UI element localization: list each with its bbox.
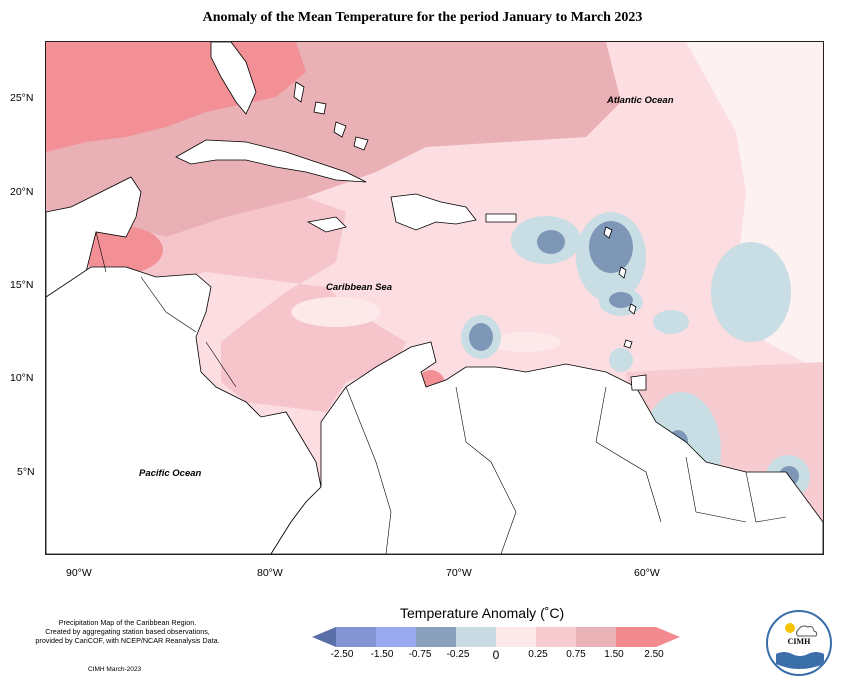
legend-swatch-2 bbox=[376, 627, 416, 647]
map-panel: Atlantic Ocean Caribbean Sea Pacific Oce… bbox=[45, 41, 824, 555]
anomaly-map bbox=[46, 42, 823, 554]
lat-tick-10: 10°N bbox=[10, 372, 34, 384]
legend-tick-5: 0 bbox=[492, 648, 500, 662]
legend-swatch-3 bbox=[416, 627, 456, 647]
legend-swatch-8 bbox=[616, 627, 656, 647]
anomaly-field-caribbean-light-2 bbox=[491, 332, 561, 352]
lon-tick-60: 60°W bbox=[634, 567, 660, 579]
lon-tick-70: 70°W bbox=[446, 567, 472, 579]
legend-tick-9: 2.50 bbox=[644, 649, 664, 660]
pacific-ocean-label: Pacific Ocean bbox=[139, 468, 202, 479]
legend-arrow-right bbox=[656, 627, 680, 647]
legend-tick-3: -0.75 bbox=[408, 649, 432, 660]
legend-title: Temperature Anomaly (˚C) bbox=[400, 605, 565, 621]
lat-tick-5: 5°N bbox=[17, 466, 35, 478]
legend-swatch-4 bbox=[456, 627, 496, 647]
legend-color-bar bbox=[312, 627, 680, 647]
legend-tick-7: 0.75 bbox=[566, 649, 586, 660]
caribbean-sea-label: Caribbean Sea bbox=[326, 282, 392, 293]
legend-swatch-5 bbox=[496, 627, 536, 647]
map-title: Anomaly of the Mean Temperature for the … bbox=[202, 10, 643, 25]
anomaly-field-caribbean-light bbox=[291, 297, 381, 327]
legend-tick-1: -2.50 bbox=[330, 649, 354, 660]
logo-text: CIMH bbox=[787, 637, 811, 646]
lon-tick-90: 90°W bbox=[66, 567, 92, 579]
lat-tick-15: 15°N bbox=[10, 279, 34, 291]
atlantic-ocean-label: Atlantic Ocean bbox=[607, 95, 674, 106]
cimh-logo: CIMH bbox=[766, 610, 832, 676]
logo-emblem-icon bbox=[776, 623, 824, 669]
footnote: Precipitation Map of the Caribbean Regio… bbox=[5, 618, 250, 645]
country-borders bbox=[95, 231, 787, 554]
footnote-line-2: Created by aggregating station based obs… bbox=[45, 627, 210, 636]
legend-swatch-6 bbox=[536, 627, 576, 647]
lat-tick-25: 25°N bbox=[10, 92, 34, 104]
footnote-line-1: Precipitation Map of the Caribbean Regio… bbox=[58, 618, 197, 627]
lat-tick-20: 20°N bbox=[10, 186, 34, 198]
anomaly-field-belize-hot bbox=[79, 226, 163, 274]
legend-tick-6: 0.25 bbox=[528, 649, 548, 660]
legend-swatch-1 bbox=[336, 627, 376, 647]
footnote-line-3: provided by CariCOF, with NCEP/NCAR Rean… bbox=[35, 636, 220, 645]
credit: CIMH March-2023 bbox=[88, 666, 142, 673]
lon-tick-80: 80°W bbox=[257, 567, 283, 579]
legend-tick-8: 1.50 bbox=[604, 649, 624, 660]
land-outlines bbox=[46, 42, 823, 554]
legend-tick-4: -0.25 bbox=[446, 649, 470, 660]
legend-arrow-left bbox=[312, 627, 336, 647]
legend-swatch-7 bbox=[576, 627, 616, 647]
legend-tick-2: -1.50 bbox=[370, 649, 394, 660]
